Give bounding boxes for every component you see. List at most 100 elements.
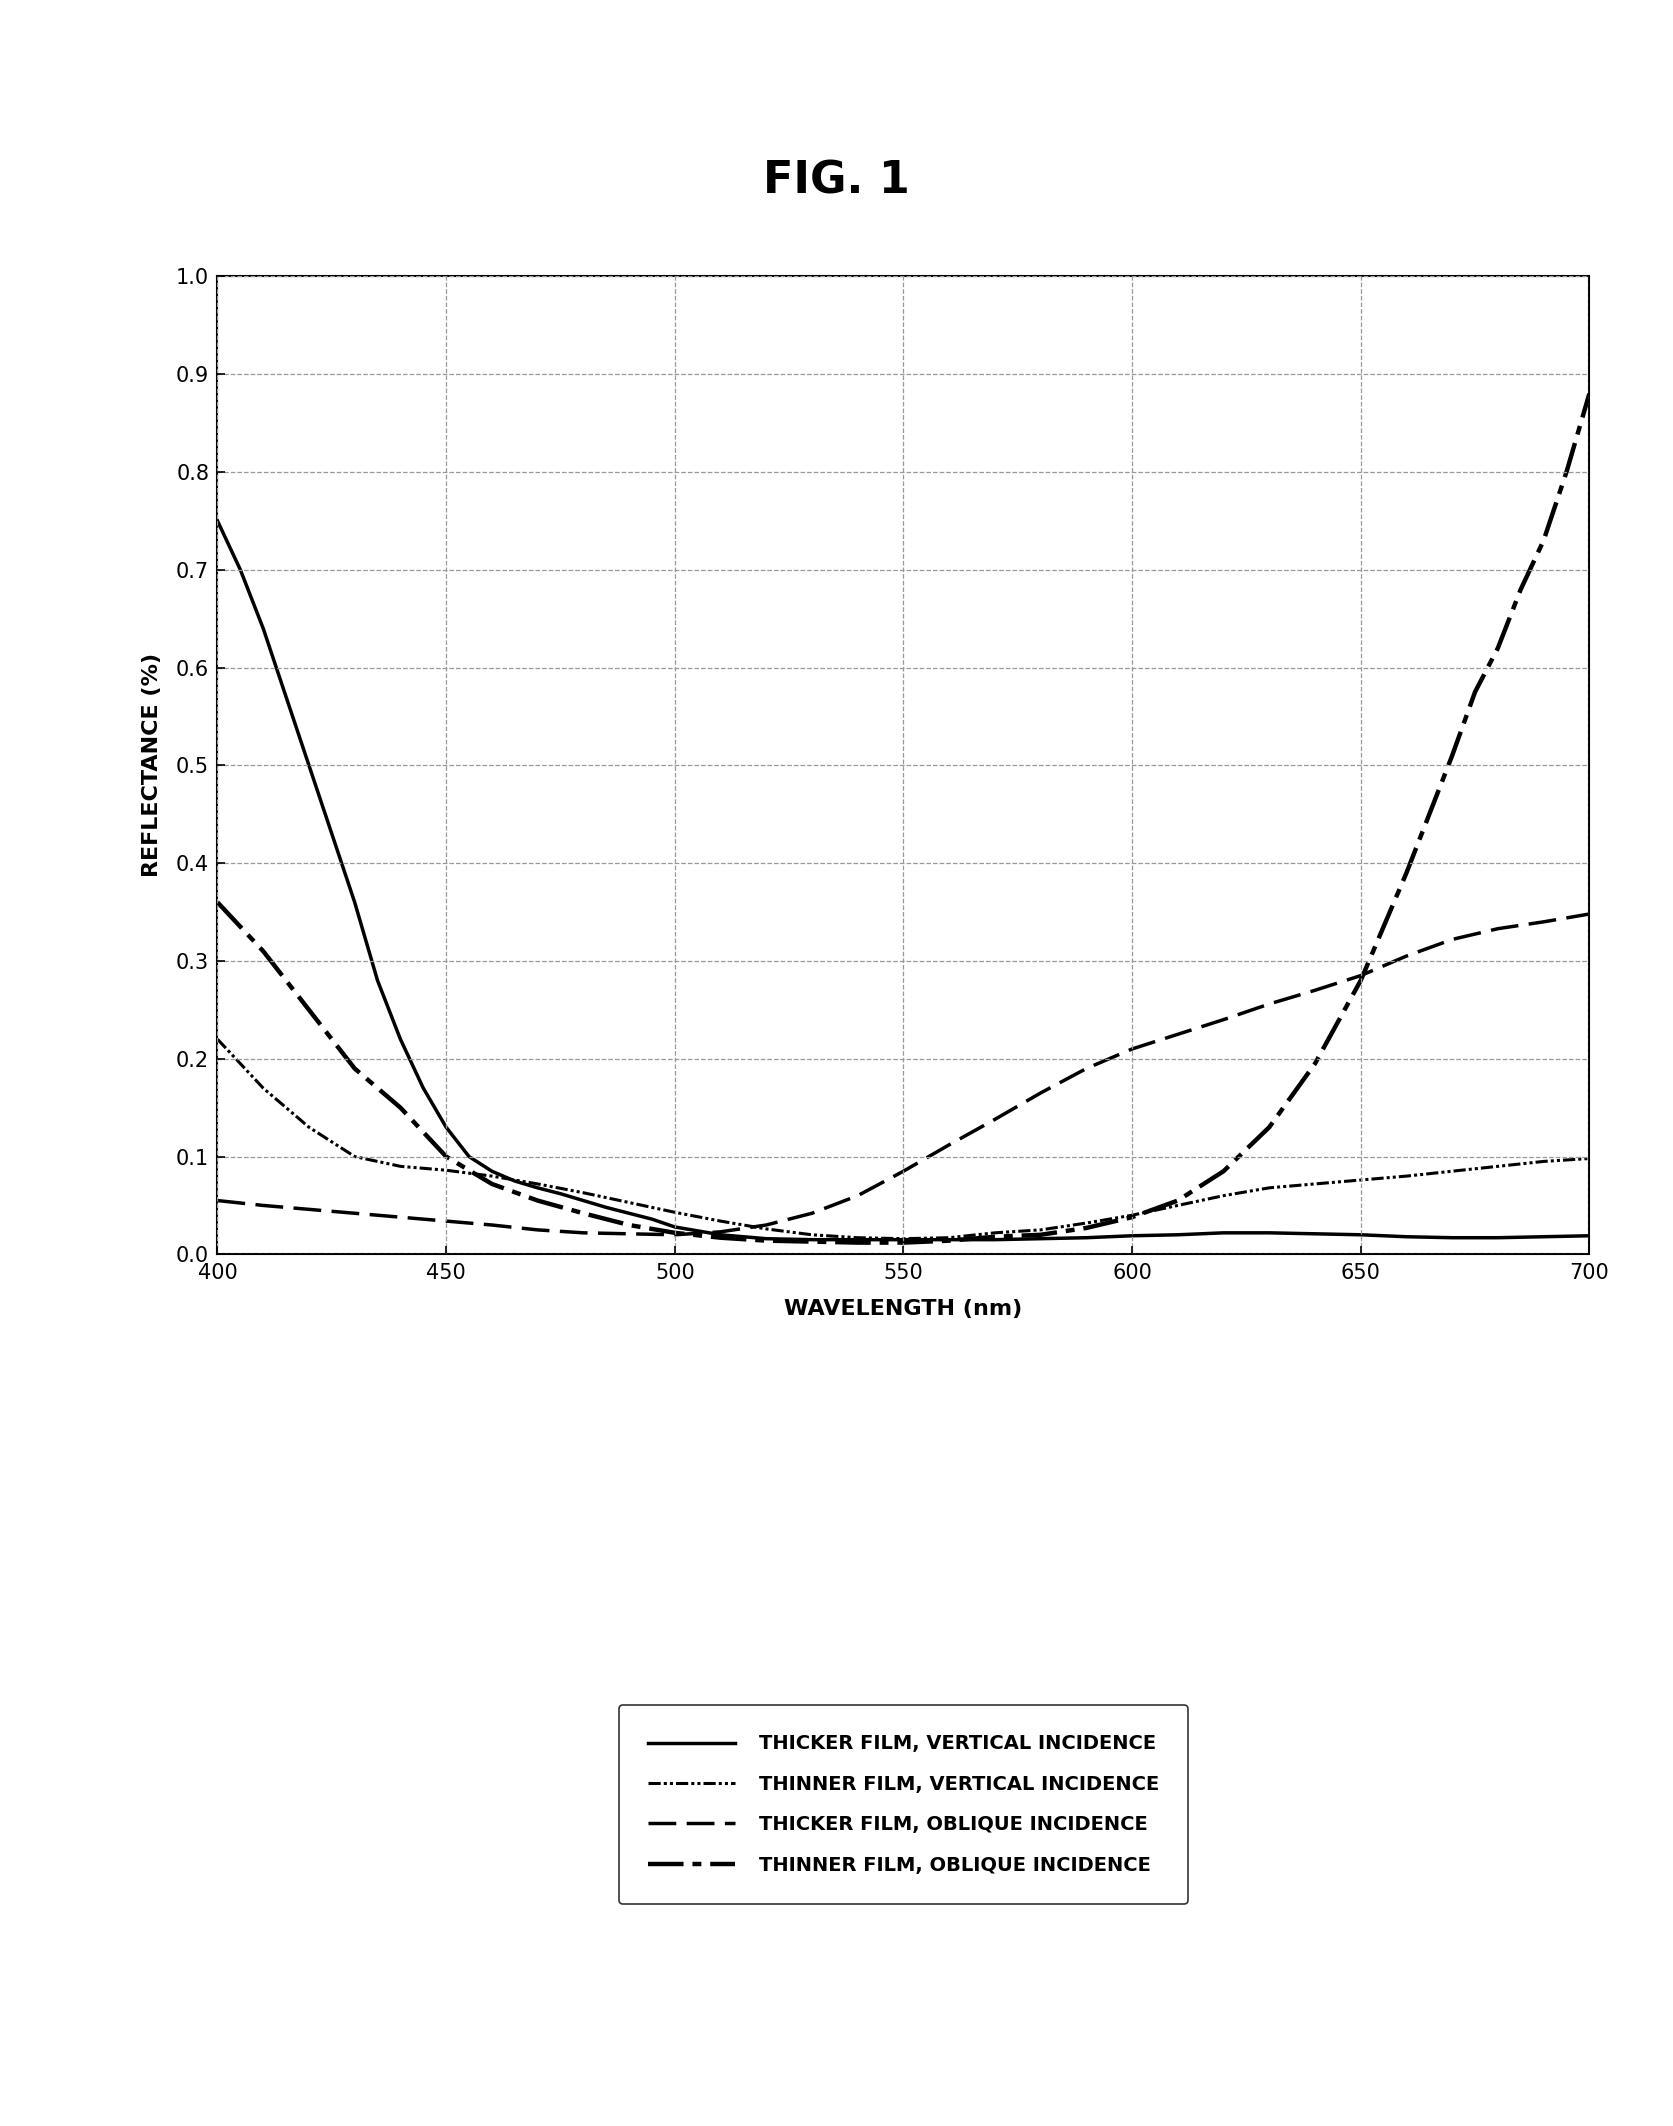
THICKER FILM, OBLIQUE INCIDENCE xyxy=(848,1182,868,1208)
THICKER FILM, VERTICAL INCIDENCE xyxy=(893,1227,913,1252)
THICKER FILM, VERTICAL INCIDENCE xyxy=(527,1176,547,1201)
THICKER FILM, VERTICAL INCIDENCE xyxy=(985,1227,1005,1252)
Line: THINNER FILM, OBLIQUE INCIDENCE: THINNER FILM, OBLIQUE INCIDENCE xyxy=(217,393,1589,1242)
THINNER FILM, OBLIQUE INCIDENCE xyxy=(345,1057,365,1082)
THICKER FILM, OBLIQUE INCIDENCE xyxy=(1350,963,1370,989)
THICKER FILM, OBLIQUE INCIDENCE xyxy=(1168,1020,1188,1046)
THINNER FILM, VERTICAL INCIDENCE xyxy=(1397,1163,1417,1188)
Text: FIG. 1: FIG. 1 xyxy=(763,159,910,202)
THINNER FILM, OBLIQUE INCIDENCE xyxy=(527,1188,547,1214)
THICKER FILM, OBLIQUE INCIDENCE xyxy=(1123,1035,1143,1061)
THICKER FILM, OBLIQUE INCIDENCE xyxy=(619,1220,639,1246)
THINNER FILM, OBLIQUE INCIDENCE xyxy=(390,1095,410,1120)
THINNER FILM, VERTICAL INCIDENCE xyxy=(527,1171,547,1197)
THINNER FILM, OBLIQUE INCIDENCE xyxy=(848,1229,868,1254)
THICKER FILM, VERTICAL INCIDENCE xyxy=(801,1227,821,1252)
THICKER FILM, OBLIQUE INCIDENCE xyxy=(664,1222,684,1248)
X-axis label: WAVELENGTH (nm): WAVELENGTH (nm) xyxy=(785,1299,1022,1320)
THICKER FILM, VERTICAL INCIDENCE xyxy=(1397,1225,1417,1250)
THICKER FILM, VERTICAL INCIDENCE xyxy=(505,1169,525,1195)
THINNER FILM, OBLIQUE INCIDENCE xyxy=(1511,576,1531,602)
THINNER FILM, VERTICAL INCIDENCE xyxy=(939,1225,959,1250)
THINNER FILM, VERTICAL INCIDENCE xyxy=(1534,1148,1554,1174)
THICKER FILM, OBLIQUE INCIDENCE xyxy=(1487,916,1507,942)
THINNER FILM, VERTICAL INCIDENCE xyxy=(1350,1167,1370,1193)
THINNER FILM, VERTICAL INCIDENCE xyxy=(574,1180,594,1205)
THINNER FILM, OBLIQUE INCIDENCE xyxy=(619,1212,639,1237)
THICKER FILM, OBLIQUE INCIDENCE xyxy=(345,1201,365,1227)
THINNER FILM, OBLIQUE INCIDENCE xyxy=(985,1225,1005,1250)
THINNER FILM, OBLIQUE INCIDENCE xyxy=(1076,1216,1096,1242)
THINNER FILM, VERTICAL INCIDENCE xyxy=(1076,1210,1096,1235)
THINNER FILM, OBLIQUE INCIDENCE xyxy=(1123,1205,1143,1231)
THICKER FILM, VERTICAL INCIDENCE xyxy=(619,1201,639,1227)
THINNER FILM, OBLIQUE INCIDENCE xyxy=(1579,381,1599,406)
THINNER FILM, OBLIQUE INCIDENCE xyxy=(1350,967,1370,993)
THINNER FILM, VERTICAL INCIDENCE xyxy=(437,1157,457,1182)
THICKER FILM, OBLIQUE INCIDENCE xyxy=(1305,978,1325,1003)
THINNER FILM, OBLIQUE INCIDENCE xyxy=(1534,527,1554,553)
THINNER FILM, OBLIQUE INCIDENCE xyxy=(1419,802,1439,827)
THICKER FILM, OBLIQUE INCIDENCE xyxy=(1076,1057,1096,1082)
THINNER FILM, OBLIQUE INCIDENCE xyxy=(1466,680,1486,706)
Line: THICKER FILM, VERTICAL INCIDENCE: THICKER FILM, VERTICAL INCIDENCE xyxy=(217,521,1589,1239)
THINNER FILM, VERTICAL INCIDENCE xyxy=(299,1114,320,1140)
THICKER FILM, VERTICAL INCIDENCE xyxy=(1534,1225,1554,1250)
THINNER FILM, VERTICAL INCIDENCE xyxy=(1579,1146,1599,1171)
THICKER FILM, VERTICAL INCIDENCE xyxy=(1031,1227,1051,1252)
THINNER FILM, OBLIQUE INCIDENCE xyxy=(1168,1188,1188,1214)
THICKER FILM, VERTICAL INCIDENCE xyxy=(321,821,341,846)
THICKER FILM, OBLIQUE INCIDENCE xyxy=(437,1208,457,1233)
THINNER FILM, VERTICAL INCIDENCE xyxy=(664,1199,684,1225)
THINNER FILM, OBLIQUE INCIDENCE xyxy=(574,1201,594,1227)
THICKER FILM, VERTICAL INCIDENCE xyxy=(1487,1225,1507,1250)
THICKER FILM, VERTICAL INCIDENCE xyxy=(1305,1220,1325,1246)
THINNER FILM, VERTICAL INCIDENCE xyxy=(893,1227,913,1252)
THICKER FILM, VERTICAL INCIDENCE xyxy=(276,685,296,710)
THINNER FILM, OBLIQUE INCIDENCE xyxy=(1031,1222,1051,1248)
THINNER FILM, OBLIQUE INCIDENCE xyxy=(1260,1114,1280,1140)
THICKER FILM, OBLIQUE INCIDENCE xyxy=(985,1108,1005,1133)
THICKER FILM, VERTICAL INCIDENCE xyxy=(574,1188,594,1214)
THICKER FILM, VERTICAL INCIDENCE xyxy=(596,1195,616,1220)
Line: THICKER FILM, OBLIQUE INCIDENCE: THICKER FILM, OBLIQUE INCIDENCE xyxy=(217,914,1589,1235)
THINNER FILM, OBLIQUE INCIDENCE xyxy=(253,938,273,963)
THINNER FILM, OBLIQUE INCIDENCE xyxy=(664,1220,684,1246)
THINNER FILM, OBLIQUE INCIDENCE xyxy=(482,1171,502,1197)
THICKER FILM, VERTICAL INCIDENCE xyxy=(1260,1220,1280,1246)
THINNER FILM, OBLIQUE INCIDENCE xyxy=(1397,861,1417,887)
THICKER FILM, VERTICAL INCIDENCE xyxy=(1213,1220,1233,1246)
THINNER FILM, VERTICAL INCIDENCE xyxy=(345,1144,365,1169)
THICKER FILM, VERTICAL INCIDENCE xyxy=(207,508,228,534)
THICKER FILM, VERTICAL INCIDENCE xyxy=(1123,1222,1143,1248)
THICKER FILM, VERTICAL INCIDENCE xyxy=(390,1027,410,1052)
THICKER FILM, VERTICAL INCIDENCE xyxy=(664,1214,684,1239)
THINNER FILM, VERTICAL INCIDENCE xyxy=(390,1154,410,1180)
THICKER FILM, OBLIQUE INCIDENCE xyxy=(939,1131,959,1157)
THICKER FILM, OBLIQUE INCIDENCE xyxy=(1534,910,1554,935)
THICKER FILM, OBLIQUE INCIDENCE xyxy=(1031,1080,1051,1106)
THICKER FILM, VERTICAL INCIDENCE xyxy=(482,1159,502,1184)
THINNER FILM, VERTICAL INCIDENCE xyxy=(482,1163,502,1188)
THICKER FILM, VERTICAL INCIDENCE xyxy=(345,889,365,914)
THINNER FILM, OBLIQUE INCIDENCE xyxy=(1442,742,1462,767)
THICKER FILM, VERTICAL INCIDENCE xyxy=(848,1227,868,1252)
THICKER FILM, VERTICAL INCIDENCE xyxy=(1350,1222,1370,1248)
THICKER FILM, OBLIQUE INCIDENCE xyxy=(574,1220,594,1246)
THINNER FILM, VERTICAL INCIDENCE xyxy=(1260,1176,1280,1201)
THICKER FILM, VERTICAL INCIDENCE xyxy=(756,1227,776,1252)
Legend: THICKER FILM, VERTICAL INCIDENCE, THINNER FILM, VERTICAL INCIDENCE, THICKER FILM: THICKER FILM, VERTICAL INCIDENCE, THINNE… xyxy=(619,1705,1188,1903)
THICKER FILM, VERTICAL INCIDENCE xyxy=(368,967,388,993)
THINNER FILM, VERTICAL INCIDENCE xyxy=(1031,1216,1051,1242)
THICKER FILM, VERTICAL INCIDENCE xyxy=(939,1227,959,1252)
THICKER FILM, OBLIQUE INCIDENCE xyxy=(711,1218,731,1244)
THINNER FILM, OBLIQUE INCIDENCE xyxy=(801,1229,821,1254)
THINNER FILM, OBLIQUE INCIDENCE xyxy=(1556,459,1576,485)
THICKER FILM, VERTICAL INCIDENCE xyxy=(642,1205,663,1231)
THICKER FILM, OBLIQUE INCIDENCE xyxy=(1397,944,1417,969)
THINNER FILM, OBLIQUE INCIDENCE xyxy=(437,1144,457,1169)
THICKER FILM, OBLIQUE INCIDENCE xyxy=(893,1159,913,1184)
THICKER FILM, OBLIQUE INCIDENCE xyxy=(527,1216,547,1242)
THICKER FILM, VERTICAL INCIDENCE xyxy=(1168,1222,1188,1248)
THICKER FILM, OBLIQUE INCIDENCE xyxy=(1213,1008,1233,1033)
